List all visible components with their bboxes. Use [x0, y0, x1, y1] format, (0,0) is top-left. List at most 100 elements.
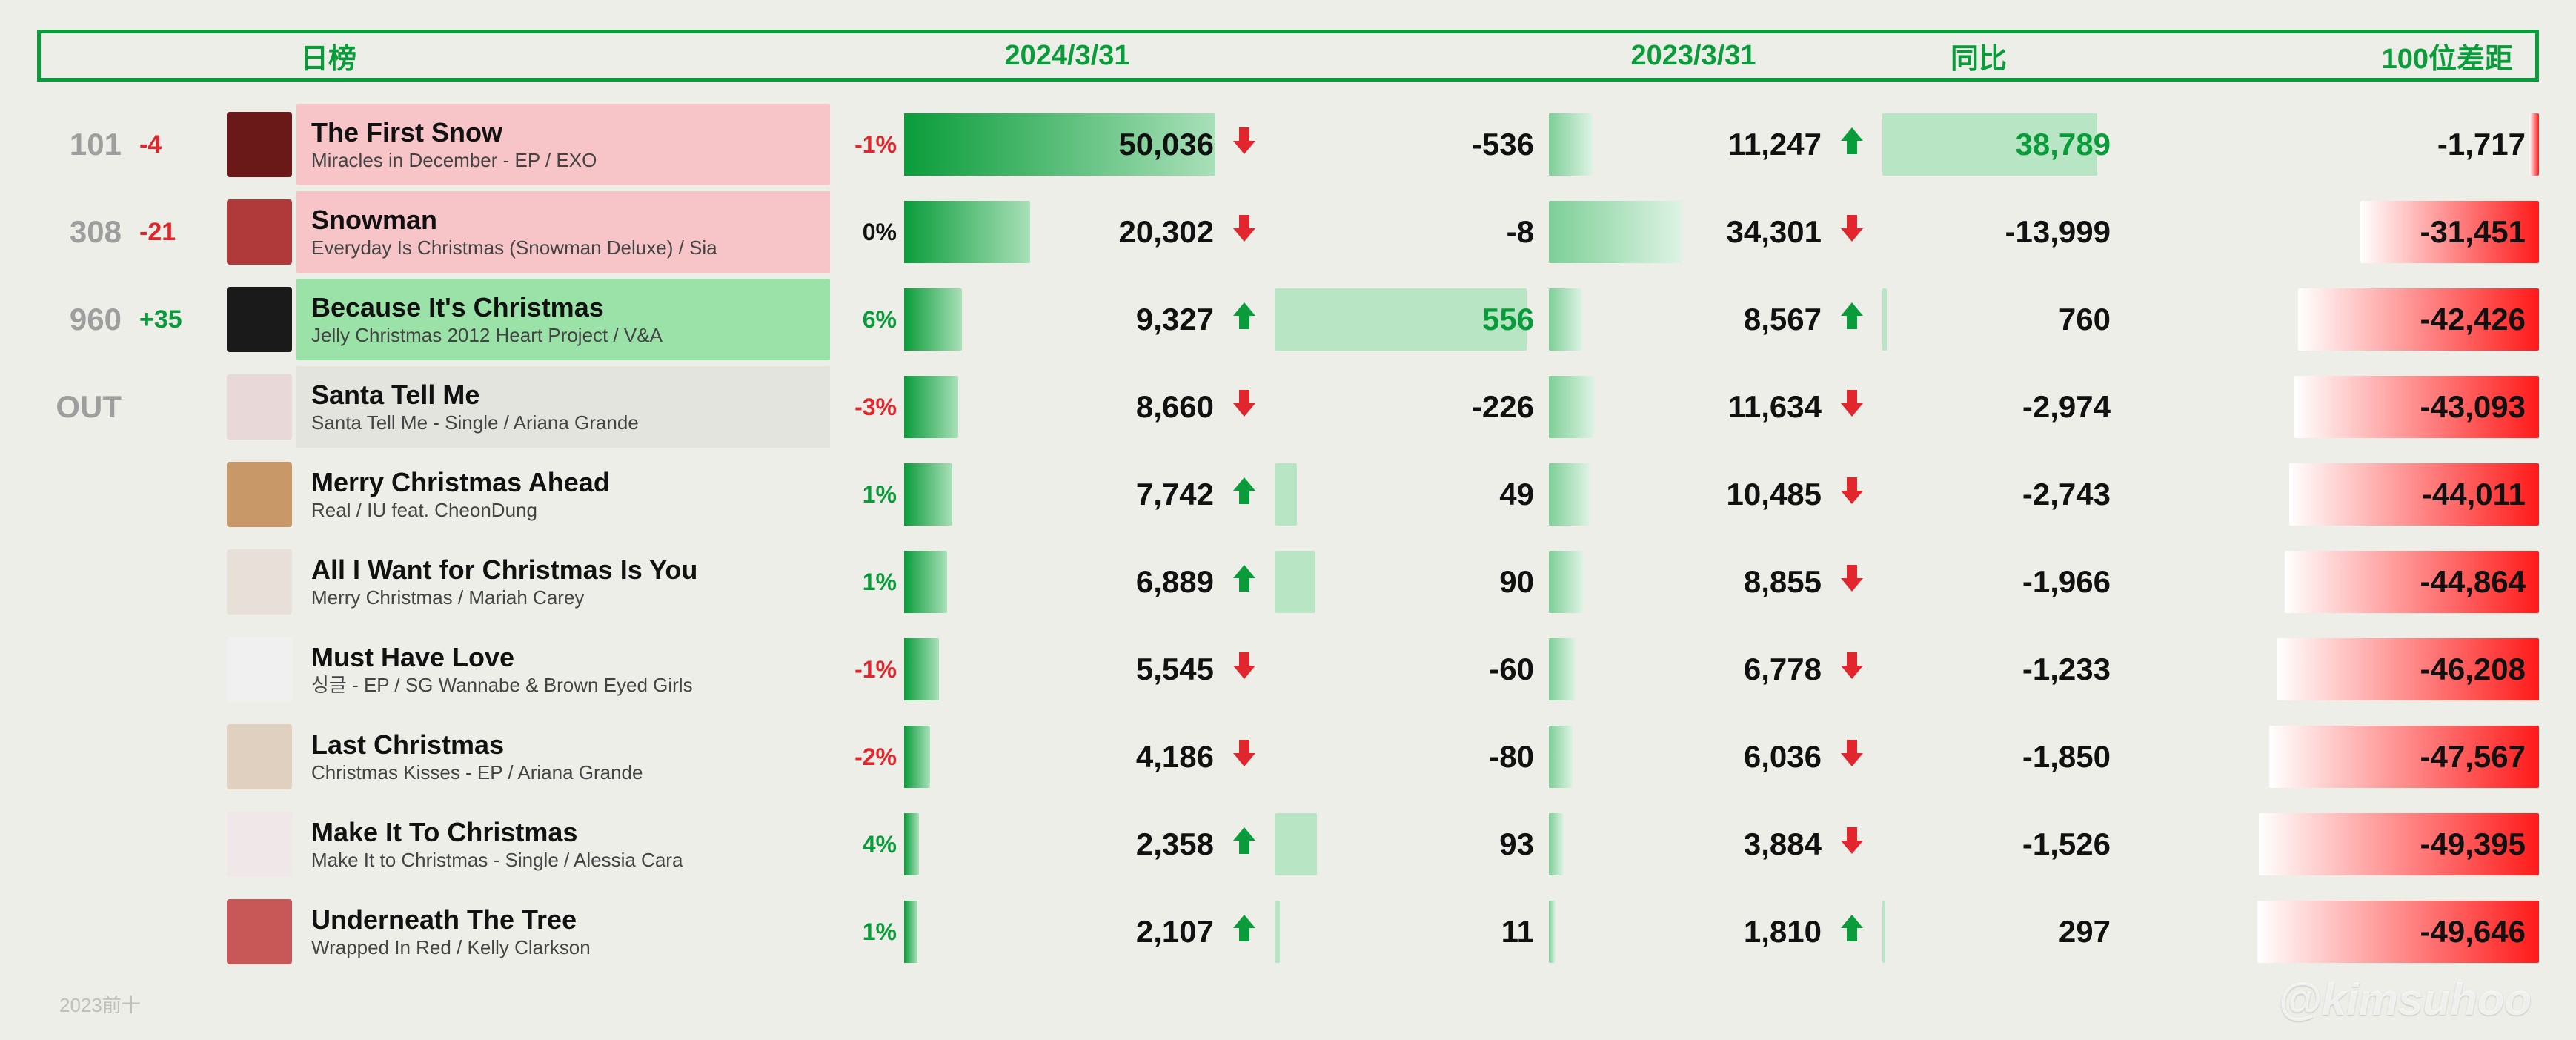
diff-value: -60 [1489, 652, 1534, 687]
arrow-up-icon [1232, 913, 1257, 950]
gap-cell: -42,426 [2119, 288, 2539, 351]
album-art [222, 112, 296, 177]
yoy-value: 38,789 [2016, 127, 2111, 162]
gap-value: -49,646 [2420, 914, 2526, 950]
song-subtitle: Jelly Christmas 2012 Heart Project / V&A [311, 324, 815, 347]
album-art [222, 549, 296, 615]
diff-cell: 11 [1223, 901, 1549, 963]
value-2024: 50,036 [1119, 127, 1214, 162]
song-subtitle: Merry Christmas / Mariah Carey [311, 586, 815, 609]
header-title: 日榜 [300, 44, 356, 75]
song-title: Must Have Love [311, 642, 815, 672]
yoy-cell: -13,999 [1830, 201, 2119, 263]
gap-value: -1,717 [2437, 127, 2526, 162]
diff-value: 93 [1499, 827, 1534, 862]
table-row: Must Have Love싱글 - EP / SG Wannabe & Bro… [37, 629, 2539, 710]
bar-2023: 6,036 [1549, 726, 1830, 788]
album-art [222, 899, 296, 964]
gap-cell: -46,208 [2119, 638, 2539, 700]
pct-change-cell: 6% [830, 306, 904, 334]
header-date-prev: 2023/3/31 [1630, 40, 1756, 71]
gap-cell: -31,451 [2119, 201, 2539, 263]
rows-container: 101-4The First SnowMiracles in December … [37, 104, 2539, 973]
table-row: 101-4The First SnowMiracles in December … [37, 104, 2539, 185]
value-2023: 34,301 [1727, 214, 1822, 250]
title-area: Underneath The TreeWrapped In Red / Kell… [296, 891, 830, 973]
yoy-value: -1,526 [2022, 827, 2111, 862]
arrow-down-icon [1839, 738, 1865, 775]
title-area: SnowmanEveryday Is Christmas (Snowman De… [296, 191, 830, 273]
arrow-down-icon [1839, 476, 1865, 513]
diff-cell: -536 [1223, 113, 1549, 176]
arrow-down-icon [1839, 213, 1865, 251]
yoy-value: -2,974 [2022, 389, 2111, 425]
song-subtitle: Santa Tell Me - Single / Ariana Grande [311, 411, 815, 434]
yoy-cell: 760 [1830, 288, 2119, 351]
arrow-down-icon [1232, 651, 1257, 688]
gap-cell: -44,864 [2119, 551, 2539, 613]
rank-cell: OUT [37, 389, 133, 425]
bar-2023: 10,485 [1549, 463, 1830, 526]
yoy-cell: -2,743 [1830, 463, 2119, 526]
yoy-cell: -2,974 [1830, 376, 2119, 438]
table-row: 308-21 SnowmanEveryday Is Christmas (Snow… [37, 191, 2539, 273]
song-title: All I Want for Christmas Is You [311, 554, 815, 585]
diff-cell: -226 [1223, 376, 1549, 438]
bar-2024: 7,742 [904, 463, 1223, 526]
bar-2024: 9,327 [904, 288, 1223, 351]
gap-cell: -1,717 [2119, 113, 2539, 176]
diff-value: 556 [1482, 302, 1534, 337]
yoy-cell: -1,526 [1830, 813, 2119, 875]
value-2024: 2,358 [1136, 827, 1214, 862]
bar-2023: 3,884 [1549, 813, 1830, 875]
bar-2024: 50,036 [904, 113, 1223, 176]
gap-cell: -47,567 [2119, 726, 2539, 788]
value-2024: 9,327 [1136, 302, 1214, 337]
song-title: Underneath The Tree [311, 904, 815, 935]
value-2023: 6,036 [1744, 739, 1822, 775]
arrow-down-icon [1232, 126, 1257, 163]
arrow-down-icon [1839, 651, 1865, 688]
album-art [222, 199, 296, 265]
song-title: Santa Tell Me [311, 380, 815, 410]
table-row: Make It To ChristmasMake It to Christmas… [37, 804, 2539, 885]
yoy-value: 760 [2059, 302, 2111, 337]
song-title: Make It To Christmas [311, 817, 815, 847]
title-area: Santa Tell MeSanta Tell Me - Single / Ar… [296, 366, 830, 448]
rank-cell: 101 [37, 127, 133, 162]
album-art [222, 462, 296, 527]
title-area: All I Want for Christmas Is YouMerry Chr… [296, 541, 830, 623]
diff-value: 90 [1499, 564, 1534, 600]
bar-2023: 6,778 [1549, 638, 1830, 700]
header-row: 日榜 2024/3/31 2023/3/31 同比 100位差距 [37, 30, 2539, 82]
yoy-value: -1,233 [2022, 652, 2111, 687]
yoy-value: 297 [2059, 914, 2111, 950]
chart-root: 日榜 2024/3/31 2023/3/31 同比 100位差距 101-4Th… [37, 30, 2539, 973]
gap-value: -44,864 [2420, 564, 2526, 600]
title-area: The First SnowMiracles in December - EP … [296, 104, 830, 185]
arrow-up-icon [1232, 301, 1257, 338]
value-2024: 6,889 [1136, 564, 1214, 600]
pct-change-cell: 0% [830, 219, 904, 246]
value-2024: 5,545 [1136, 652, 1214, 687]
header-gap: 100位差距 [2382, 44, 2513, 75]
diff-value: -8 [1507, 214, 1534, 250]
arrow-up-icon [1839, 126, 1865, 163]
rank-cell: 308 [37, 214, 133, 250]
song-subtitle: Real / IU feat. CheonDung [311, 499, 815, 522]
song-title: Because It's Christmas [311, 292, 815, 322]
pct-change-cell: 1% [830, 481, 904, 509]
song-subtitle: Everyday Is Christmas (Snowman Deluxe) /… [311, 236, 815, 259]
gap-value: -49,395 [2420, 827, 2526, 862]
yoy-cell: -1,966 [1830, 551, 2119, 613]
diff-value: -226 [1472, 389, 1534, 425]
value-2023: 10,485 [1727, 477, 1822, 512]
rank-delta-cell: -21 [133, 218, 222, 247]
album-art [222, 812, 296, 877]
yoy-cell: -1,233 [1830, 638, 2119, 700]
arrow-down-icon [1839, 826, 1865, 863]
rank-delta-cell: +35 [133, 305, 222, 334]
pct-change-cell: -1% [830, 656, 904, 683]
title-area: Make It To ChristmasMake It to Christmas… [296, 804, 830, 885]
yoy-cell: 297 [1830, 901, 2119, 963]
